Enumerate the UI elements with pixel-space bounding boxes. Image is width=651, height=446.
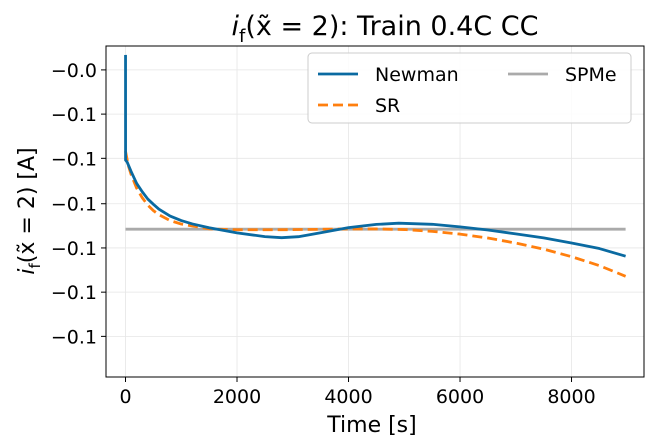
x-tick-label: 6000 <box>436 386 484 408</box>
y-axis-ticks: −0.0 −0.1 −0.1 −0.1 −0.1 −0.1 −0.1 <box>51 60 106 348</box>
y-tick-label: −0.1 <box>51 148 97 170</box>
x-tick-label: 2000 <box>213 386 261 408</box>
legend: Newman SR SPMe <box>307 52 632 124</box>
x-axis-ticks: 0 2000 4000 6000 8000 <box>119 377 596 408</box>
legend-label-newman: Newman <box>375 64 459 86</box>
series-line-sr <box>124 150 627 278</box>
x-tick-label: 8000 <box>547 386 595 408</box>
y-tick-label: −0.1 <box>51 194 97 216</box>
y-tick-label: −0.0 <box>51 60 97 82</box>
y-tick-label: −0.1 <box>51 326 97 348</box>
series-line-newman <box>124 54 626 258</box>
x-tick-label: 0 <box>119 386 131 408</box>
x-axis-label: Time [s] <box>326 413 416 438</box>
y-tick-label: −0.1 <box>51 238 97 260</box>
plot-frame <box>105 45 645 378</box>
series-layer <box>124 54 627 278</box>
legend-label-sr: SR <box>375 95 400 117</box>
legend-box <box>307 52 632 124</box>
y-axis-label: if(x̃ = 2) [A] <box>15 147 44 274</box>
y-tick-label: −0.1 <box>51 282 97 304</box>
legend-label-spme: SPMe <box>565 64 617 86</box>
x-tick-label: 4000 <box>324 386 372 408</box>
chart-title: if(x̃ = 2): Train 0.4C CC <box>232 11 539 47</box>
y-tick-label: −0.1 <box>51 104 97 126</box>
